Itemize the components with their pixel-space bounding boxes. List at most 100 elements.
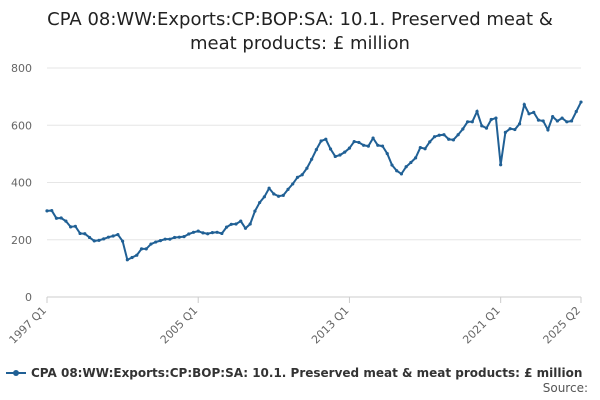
- data-point[interactable]: [569, 119, 574, 123]
- data-point[interactable]: [276, 194, 281, 198]
- data-point[interactable]: [456, 133, 460, 137]
- data-point[interactable]: [182, 235, 186, 239]
- data-point[interactable]: [461, 127, 465, 131]
- data-point[interactable]: [295, 175, 300, 179]
- data-point[interactable]: [480, 124, 484, 128]
- data-point[interactable]: [574, 109, 578, 114]
- data-point[interactable]: [116, 233, 120, 237]
- data-point[interactable]: [319, 139, 323, 143]
- data-point[interactable]: [234, 222, 238, 226]
- data-point[interactable]: [404, 165, 408, 169]
- data-point[interactable]: [579, 100, 583, 104]
- data-point[interactable]: [139, 247, 144, 251]
- data-point[interactable]: [310, 157, 314, 161]
- data-point[interactable]: [489, 117, 493, 122]
- data-point[interactable]: [144, 247, 148, 251]
- data-point[interactable]: [224, 225, 229, 229]
- data-point[interactable]: [338, 153, 342, 157]
- data-point[interactable]: [201, 231, 205, 235]
- data-point[interactable]: [78, 231, 82, 236]
- data-point[interactable]: [135, 253, 139, 257]
- data-point[interactable]: [560, 116, 564, 120]
- data-point[interactable]: [106, 235, 111, 239]
- data-point[interactable]: [565, 120, 569, 124]
- data-point[interactable]: [69, 225, 73, 229]
- data-point[interactable]: [87, 235, 92, 240]
- data-point[interactable]: [437, 133, 441, 137]
- data-point[interactable]: [121, 239, 125, 243]
- data-point[interactable]: [366, 144, 370, 148]
- data-point[interactable]: [475, 109, 479, 114]
- data-point[interactable]: [239, 219, 243, 223]
- data-point[interactable]: [305, 166, 309, 170]
- data-point[interactable]: [125, 258, 129, 262]
- data-point[interactable]: [272, 192, 276, 196]
- data-point[interactable]: [527, 112, 531, 116]
- data-point[interactable]: [130, 255, 134, 260]
- data-point[interactable]: [380, 144, 385, 148]
- data-point[interactable]: [418, 145, 422, 150]
- data-point[interactable]: [328, 147, 333, 151]
- data-point[interactable]: [390, 163, 394, 167]
- data-point[interactable]: [92, 239, 96, 243]
- data-point[interactable]: [551, 115, 555, 119]
- data-point[interactable]: [229, 222, 233, 226]
- data-point[interactable]: [371, 136, 375, 140]
- data-point[interactable]: [64, 219, 68, 223]
- data-point[interactable]: [442, 133, 446, 137]
- data-point[interactable]: [324, 137, 328, 141]
- data-point[interactable]: [470, 120, 474, 124]
- data-point[interactable]: [243, 226, 248, 230]
- data-point[interactable]: [451, 138, 456, 142]
- data-point[interactable]: [314, 147, 318, 152]
- data-point[interactable]: [532, 110, 536, 114]
- data-point[interactable]: [447, 137, 451, 141]
- data-point[interactable]: [163, 237, 167, 241]
- data-point[interactable]: [248, 222, 252, 226]
- data-point[interactable]: [555, 119, 559, 123]
- data-point[interactable]: [97, 238, 101, 242]
- data-point[interactable]: [206, 232, 210, 236]
- data-point[interactable]: [111, 234, 115, 238]
- data-point[interactable]: [347, 146, 352, 150]
- data-point[interactable]: [300, 173, 304, 177]
- data-point[interactable]: [546, 128, 550, 132]
- data-point[interactable]: [210, 230, 214, 235]
- data-point[interactable]: [158, 239, 163, 243]
- data-point[interactable]: [286, 187, 290, 191]
- legend[interactable]: CPA 08:WW:Exports:CP:BOP:SA: 10.1. Prese…: [6, 364, 582, 382]
- data-point[interactable]: [522, 103, 526, 107]
- data-point[interactable]: [191, 230, 196, 234]
- data-point[interactable]: [281, 193, 285, 197]
- data-point[interactable]: [154, 240, 158, 244]
- data-point[interactable]: [83, 232, 87, 236]
- data-point[interactable]: [428, 140, 432, 144]
- data-point[interactable]: [196, 229, 200, 233]
- data-point[interactable]: [102, 237, 106, 241]
- data-point[interactable]: [536, 118, 541, 122]
- data-point[interactable]: [258, 200, 262, 205]
- data-point[interactable]: [168, 237, 172, 241]
- data-point[interactable]: [262, 195, 266, 199]
- data-point[interactable]: [395, 169, 399, 173]
- data-point[interactable]: [291, 182, 295, 186]
- data-point[interactable]: [499, 163, 503, 167]
- data-point[interactable]: [541, 119, 545, 123]
- data-point[interactable]: [177, 235, 181, 239]
- data-point[interactable]: [357, 140, 361, 145]
- data-point[interactable]: [352, 139, 356, 144]
- data-point[interactable]: [187, 232, 191, 236]
- data-point[interactable]: [215, 230, 219, 234]
- data-point[interactable]: [253, 209, 257, 213]
- data-point[interactable]: [465, 120, 470, 124]
- data-point[interactable]: [503, 130, 507, 135]
- data-point[interactable]: [508, 127, 512, 131]
- data-point[interactable]: [149, 242, 153, 246]
- data-point[interactable]: [432, 135, 437, 139]
- data-point[interactable]: [50, 208, 54, 213]
- data-point[interactable]: [376, 143, 380, 147]
- data-point[interactable]: [409, 160, 413, 165]
- data-point[interactable]: [517, 122, 522, 126]
- data-point[interactable]: [220, 231, 224, 236]
- data-point[interactable]: [414, 156, 418, 160]
